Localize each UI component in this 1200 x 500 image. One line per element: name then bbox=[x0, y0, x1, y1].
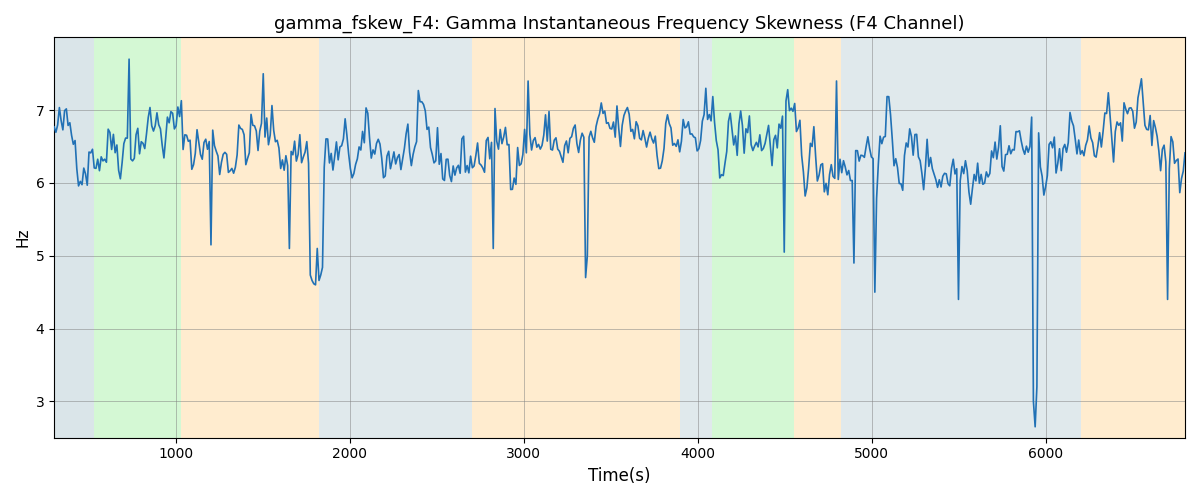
X-axis label: Time(s): Time(s) bbox=[588, 467, 650, 485]
Bar bbox=[1081, 38, 1186, 438]
Bar bbox=[94, 38, 181, 438]
Bar bbox=[472, 38, 680, 438]
Bar bbox=[680, 38, 712, 438]
Bar bbox=[712, 38, 793, 438]
Bar bbox=[318, 38, 472, 438]
Bar bbox=[181, 38, 318, 438]
Bar bbox=[54, 38, 94, 438]
Y-axis label: Hz: Hz bbox=[16, 228, 30, 248]
Bar bbox=[840, 38, 1081, 438]
Title: gamma_fskew_F4: Gamma Instantaneous Frequency Skewness (F4 Channel): gamma_fskew_F4: Gamma Instantaneous Freq… bbox=[275, 15, 965, 34]
Bar bbox=[793, 38, 840, 438]
